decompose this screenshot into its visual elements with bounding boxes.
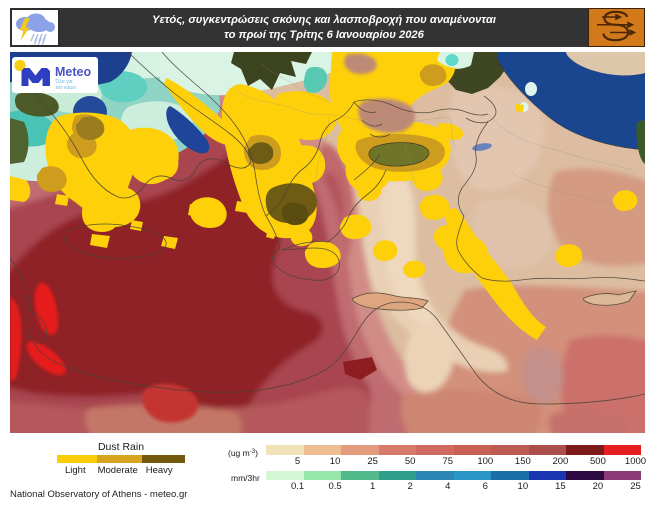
- svg-text:Meteo: Meteo: [55, 65, 91, 79]
- svg-text:τον καιρό: τον καιρό: [56, 84, 77, 91]
- svg-text:Όλα για: Όλα για: [55, 79, 73, 85]
